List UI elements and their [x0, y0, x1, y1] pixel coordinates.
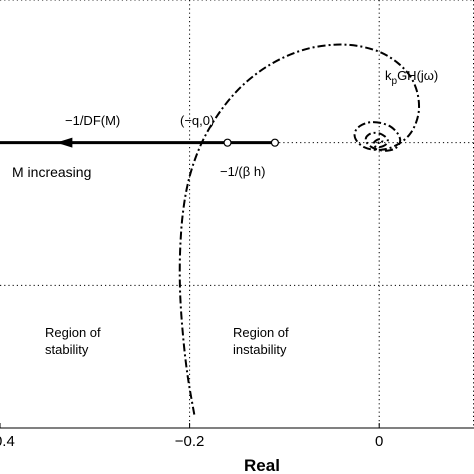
point-marker: [270, 138, 280, 147]
arrow-left-icon: [56, 137, 73, 148]
x-tick-label: −0.4: [0, 433, 15, 450]
curve-label-sub: p: [392, 76, 398, 87]
nyquist-curve: [178, 43, 421, 415]
curve-label-rest: GH(jω): [397, 68, 438, 83]
q-point-label: (−q,0): [180, 113, 214, 128]
m-increasing-label: M increasing: [12, 164, 91, 180]
x-tick-label: −0.2: [175, 433, 205, 450]
x-ticks: −0.4 −0.2 0: [0, 423, 383, 450]
grid-lines: [0, 0, 474, 428]
df-label: −1/DF(M): [65, 113, 120, 128]
curve-label-main: k: [385, 68, 392, 83]
instability-label-line1: Region of: [233, 325, 289, 340]
instability-label-line2: instability: [233, 342, 287, 357]
curve-label: kpGH(jω): [385, 68, 438, 87]
stability-label-line2: stability: [45, 342, 89, 357]
point-marker: [223, 138, 232, 147]
x-tick-label: 0: [375, 433, 383, 450]
marked-points: [223, 138, 280, 147]
stability-label-line1: Region of: [45, 325, 101, 340]
x-axis-label: Real: [244, 456, 280, 474]
beta-h-label: −1/(β h): [220, 164, 265, 179]
